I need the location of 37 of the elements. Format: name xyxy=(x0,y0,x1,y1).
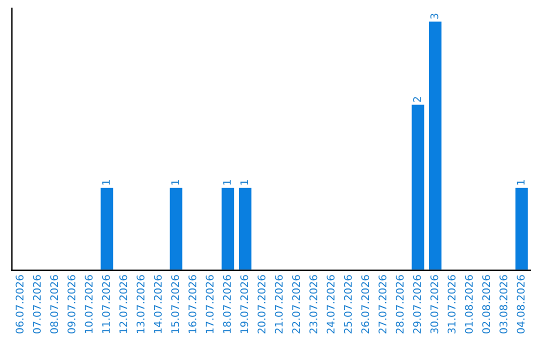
x-tick-label: 28.07.2026 xyxy=(396,275,404,334)
data-label: 3 xyxy=(430,14,438,19)
x-tick-label: 02.08.2026 xyxy=(482,275,490,334)
data-label: 1 xyxy=(223,180,231,185)
x-tick-label: 01.08.2026 xyxy=(464,275,473,334)
x-tick-label: 27.07.2026 xyxy=(378,275,386,334)
x-tick-label: 24.07.2026 xyxy=(326,275,335,334)
x-tick-label: 16.07.2026 xyxy=(188,275,196,333)
x-tick-label: 15.07.2026 xyxy=(171,275,180,333)
data-label: 1 xyxy=(516,180,525,185)
x-tick-label: 26.07.2026 xyxy=(361,275,370,334)
data-label: 1 xyxy=(102,180,110,185)
x-tick-label: 12.07.2026 xyxy=(119,275,128,333)
x-tick-label: 03.08.2026 xyxy=(500,275,508,334)
data-label: 1 xyxy=(171,180,179,185)
x-tick-label: 30.07.2026 xyxy=(430,275,438,334)
x-tick-label: 29.07.2026 xyxy=(413,275,421,334)
x-tick-label: 18.07.2026 xyxy=(223,275,231,333)
x-tick-label: 25.07.2026 xyxy=(344,275,352,334)
x-tick-label: 31.07.2026 xyxy=(448,275,456,334)
x-tick-label: 04.08.2026 xyxy=(516,275,525,334)
x-tick-label: 19.07.2026 xyxy=(240,275,248,333)
x-tick-label: 21.07.2026 xyxy=(274,275,283,334)
x-tick-label: 20.07.2026 xyxy=(258,275,266,334)
x-tick-label: 23.07.2026 xyxy=(309,275,318,334)
x-tick-label: 08.07.2026 xyxy=(50,275,58,334)
x-tick-label: 11.07.2026 xyxy=(102,275,110,333)
x-tick-label: 17.07.2026 xyxy=(206,275,214,333)
x-tick-label: 09.07.2026 xyxy=(68,275,76,334)
x-tick-label: 10.07.2026 xyxy=(84,275,93,333)
x-tick-label: 07.07.2026 xyxy=(32,275,41,334)
data-label: 2 xyxy=(413,97,421,102)
x-tick-label: 14.07.2026 xyxy=(154,275,162,333)
x-tick-label: 06.07.2026 xyxy=(16,275,24,334)
x-tick-label: 22.07.2026 xyxy=(292,275,300,334)
data-label: 1 xyxy=(240,180,248,185)
x-tick-label: 13.07.2026 xyxy=(136,275,144,333)
